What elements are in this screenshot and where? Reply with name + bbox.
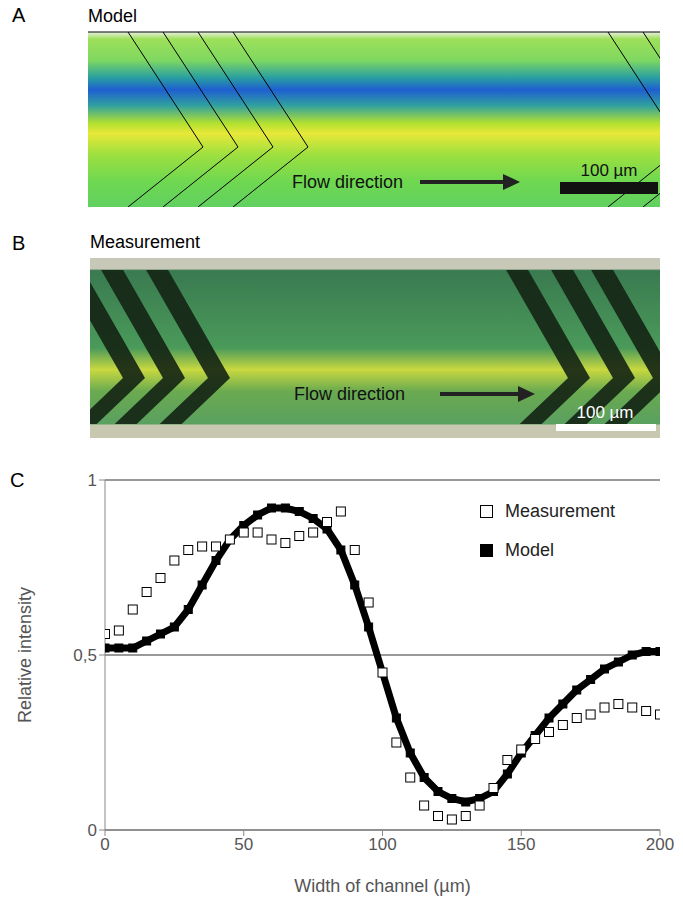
html-text:C: C [10,469,25,491]
svg-text:0,5: 0,5 [73,646,97,665]
svg-text:Model: Model [88,6,137,26]
svg-text:0: 0 [100,835,109,854]
svg-text:200: 200 [646,835,674,854]
svg-text:100 µm: 100 µm [580,161,637,180]
svg-text:1: 1 [88,471,97,490]
svg-text:100 µm: 100 µm [576,403,633,422]
html-text:Model: Model [505,540,554,560]
svg-text:Flow direction: Flow direction [292,172,403,192]
svg-text:Measurement: Measurement [90,232,200,252]
svg-text:Flow direction: Flow direction [294,384,405,404]
svg-text:B: B [12,232,25,254]
svg-text:A: A [12,4,26,26]
html-text:Measurement: Measurement [505,501,616,521]
svg-text:Width of channel (µm): Width of channel (µm) [294,876,470,896]
svg-text:150: 150 [507,835,535,854]
svg-text:0: 0 [88,821,97,840]
svg-text:Relative intensity: Relative intensity [15,587,35,723]
svg-text:50: 50 [234,835,253,854]
svg-text:100: 100 [368,835,396,854]
